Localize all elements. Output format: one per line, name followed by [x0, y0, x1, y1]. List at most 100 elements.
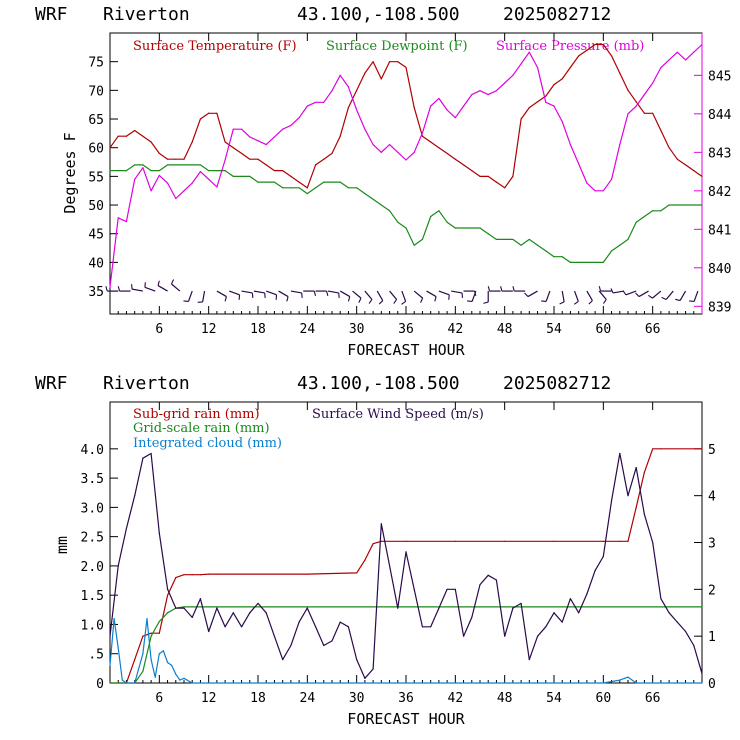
temperature-point — [314, 164, 317, 166]
integrated-cloud-point — [158, 653, 160, 655]
wind-barb-feather — [635, 292, 640, 297]
pressure-point — [166, 182, 169, 184]
temperature-point — [684, 164, 687, 166]
wind-barb-feather — [500, 286, 503, 292]
dewpoint-point — [232, 175, 234, 177]
wind-speed-point — [652, 541, 654, 544]
wind-speed-point — [462, 635, 465, 637]
wind-barb-shaft — [638, 290, 649, 298]
pressure-point — [635, 105, 637, 107]
pressure-point — [380, 151, 382, 153]
legend-wind-speed: Surface Wind Speed (m/s) — [312, 407, 484, 422]
dewpoint-point — [331, 181, 333, 183]
dewpoint-line — [110, 164, 702, 263]
wind-barb-shaft — [278, 290, 289, 298]
x-tick-label: 36 — [398, 322, 414, 337]
temperature-point — [158, 152, 160, 155]
temperature-point — [652, 112, 654, 114]
x-tick-label: 54 — [546, 322, 562, 337]
wind-speed-point — [446, 588, 448, 590]
pressure-point — [273, 136, 276, 138]
dewpoint-point — [216, 170, 218, 172]
wind-speed-point — [388, 565, 391, 567]
pressure-point — [413, 151, 415, 153]
dewpoint-point — [405, 227, 407, 229]
gridscale-rain-point — [191, 606, 193, 608]
wind-speed-point — [668, 612, 670, 614]
pressure-point — [249, 136, 251, 138]
wind-speed-point — [438, 607, 440, 609]
y2-tick-label: 841 — [708, 223, 731, 238]
wind-speed-point — [693, 644, 695, 647]
wind-barb-shaft — [413, 290, 424, 299]
wind-speed-point — [273, 635, 276, 637]
x-tick-label: 42 — [448, 691, 464, 706]
wind-barb-feather — [661, 296, 667, 300]
integrated-cloud-point — [179, 679, 181, 681]
integrated-cloud-point — [602, 682, 604, 684]
pressure-point — [495, 90, 498, 92]
temperature-point — [290, 175, 292, 177]
temperature-point — [627, 89, 629, 91]
pressure-point — [109, 286, 111, 288]
legend-integrated-cloud: Integrated cloud (mm) — [133, 436, 282, 451]
gridscale-rain-point — [504, 606, 506, 608]
wind-speed-point — [249, 612, 251, 614]
wind-barb-shaft — [187, 290, 193, 302]
chart2-series — [109, 448, 703, 684]
wind-barb-feather — [117, 286, 121, 292]
dewpoint-point — [438, 210, 440, 212]
pressure-point — [504, 82, 506, 84]
pressure-point — [150, 190, 152, 192]
legend-pressure: Surface Pressure (mb) — [496, 39, 644, 54]
wind-speed-point — [545, 626, 547, 628]
subgrid-rain-point — [553, 540, 555, 542]
wind-speed-point — [282, 658, 284, 661]
chart2-x-ticks: 6 12 18 24 30 36 42 48 54 60 66 — [117, 402, 695, 706]
dewpoint-point — [158, 170, 160, 172]
dewpoint-point — [471, 227, 473, 229]
x-tick-label: 12 — [201, 322, 217, 337]
temperature-point — [454, 158, 456, 160]
temperature-point — [150, 141, 152, 143]
wind-speed-point — [586, 593, 588, 595]
wind-barb-shaft — [527, 290, 538, 298]
pressure-point — [676, 51, 678, 53]
wind-speed-line — [109, 452, 703, 679]
pressure-point — [586, 182, 588, 184]
wind-barb-shaft — [290, 290, 302, 294]
dewpoint-point — [273, 181, 276, 183]
pressure-point — [479, 90, 481, 92]
wind-barb-shaft — [364, 290, 373, 300]
wind-speed-point — [142, 457, 144, 459]
temperature-point — [528, 106, 530, 109]
wind-barb-shaft — [144, 286, 156, 292]
integrated-cloud-point — [191, 682, 193, 684]
subgrid-rain-point — [504, 540, 506, 542]
chart2-left-y-ticks: 0 .5 1.0 1.5 2.0 2.5 3.0 3.5 4.0 — [81, 443, 118, 692]
temperature-point — [109, 147, 111, 149]
x-tick-label: 18 — [250, 322, 266, 337]
x-tick-label: 18 — [250, 691, 266, 706]
gridscale-rain-point — [602, 606, 604, 608]
wind-speed-point — [578, 612, 580, 614]
temperature-point — [635, 101, 637, 103]
wind-barb-feather — [170, 279, 175, 285]
wind-speed-point — [298, 621, 300, 623]
wind-barb-shaft — [266, 290, 277, 296]
y-tick-label: 1.5 — [81, 589, 104, 604]
wind-speed-point — [208, 630, 210, 633]
wind-speed-point — [175, 607, 177, 609]
wind-speed-point — [594, 570, 596, 572]
dewpoint-point — [553, 256, 555, 258]
y-tick-label: 60 — [88, 142, 104, 157]
dewpoint-point — [479, 227, 481, 229]
wind-barb-feather — [105, 286, 108, 292]
wind-barb-shaft — [401, 290, 407, 302]
subgrid-rain-point — [150, 632, 152, 634]
wind-barb-shaft — [573, 290, 579, 302]
subgrid-rain-line — [110, 448, 702, 684]
wind-speed-point — [290, 644, 292, 647]
wind-barb-feather — [622, 290, 627, 296]
temperature-point — [462, 164, 465, 166]
